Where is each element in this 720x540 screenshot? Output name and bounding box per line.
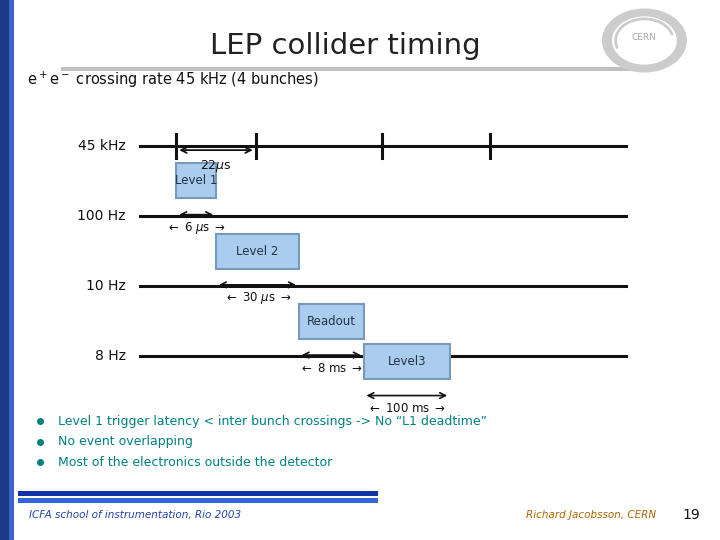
Bar <box>18 498 378 503</box>
Bar <box>216 234 299 269</box>
Text: 45 kHz: 45 kHz <box>78 139 126 153</box>
Text: Readout: Readout <box>307 315 356 328</box>
Text: $\leftarrow$ 100 ms $\rightarrow$: $\leftarrow$ 100 ms $\rightarrow$ <box>367 402 446 415</box>
Bar <box>18 491 378 496</box>
Text: Level 1: Level 1 <box>175 174 217 187</box>
Text: $\leftarrow$ 6 $\mu$s $\rightarrow$: $\leftarrow$ 6 $\mu$s $\rightarrow$ <box>166 220 226 235</box>
Text: ICFA school of instrumentation, Rio 2003: ICFA school of instrumentation, Rio 2003 <box>29 510 241 520</box>
Text: 19: 19 <box>683 508 700 522</box>
Text: Level3: Level3 <box>387 355 426 368</box>
Text: Level 2: Level 2 <box>236 245 279 258</box>
Text: 100 Hz: 100 Hz <box>78 209 126 223</box>
Text: Richard Jacobsson, CERN: Richard Jacobsson, CERN <box>526 510 656 520</box>
Bar <box>0 0 9 540</box>
Bar <box>176 163 216 198</box>
Text: 10 Hz: 10 Hz <box>86 279 126 293</box>
Text: LEP collider timing: LEP collider timing <box>210 32 481 60</box>
Text: No event overlapping: No event overlapping <box>58 435 192 448</box>
Bar <box>364 345 450 379</box>
Bar <box>299 303 364 339</box>
Text: 22$\mu$s: 22$\mu$s <box>200 158 232 174</box>
Text: $\leftarrow$ 30 $\mu$s $\rightarrow$: $\leftarrow$ 30 $\mu$s $\rightarrow$ <box>223 290 292 306</box>
Bar <box>61 67 652 71</box>
Text: $\mathrm{e^+e^-}$ crossing rate 45 kHz (4 bunches): $\mathrm{e^+e^-}$ crossing rate 45 kHz (… <box>27 69 319 90</box>
Text: Most of the electronics outside the detector: Most of the electronics outside the dete… <box>58 456 332 469</box>
Text: 8 Hz: 8 Hz <box>95 349 126 363</box>
Text: Level 1 trigger latency < inter bunch crossings -> No “L1 deadtime”: Level 1 trigger latency < inter bunch cr… <box>58 415 487 428</box>
Text: CERN: CERN <box>632 33 657 42</box>
Text: $\leftarrow$ 8 ms $\rightarrow$: $\leftarrow$ 8 ms $\rightarrow$ <box>299 361 364 375</box>
Bar <box>9 0 14 540</box>
